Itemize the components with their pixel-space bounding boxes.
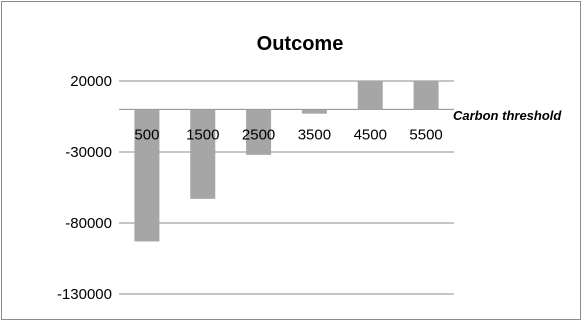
- bar-4500: [357, 81, 383, 110]
- x-tick-labels: 500 1500 2500 3500 4500 5500: [134, 126, 442, 143]
- y-tick-labels: 20000 -30000 -80000 -130000: [57, 73, 112, 303]
- x-tick-label: 2500: [242, 126, 275, 143]
- bar-3500: [301, 109, 327, 114]
- x-tick-label: 4500: [354, 126, 387, 143]
- y-tick-label: 20000: [70, 73, 112, 90]
- x-tick-label: 1500: [186, 126, 219, 143]
- y-tick-label: -80000: [65, 215, 112, 232]
- y-tick-label: -30000: [65, 144, 112, 161]
- x-tick-label: 5500: [409, 126, 442, 143]
- gridlines: [119, 80, 454, 295]
- bar-500: [134, 109, 160, 242]
- bars: [134, 81, 439, 242]
- bar-5500: [413, 81, 439, 110]
- x-tick-label: 500: [134, 126, 159, 143]
- x-axis-title: Carbon threshold: [453, 108, 562, 123]
- bar-2500: [246, 109, 272, 155]
- x-tick-label: 3500: [298, 126, 331, 143]
- bar-1500: [190, 109, 216, 199]
- chart-title: Outcome: [257, 33, 344, 55]
- y-tick-label: -130000: [57, 286, 112, 303]
